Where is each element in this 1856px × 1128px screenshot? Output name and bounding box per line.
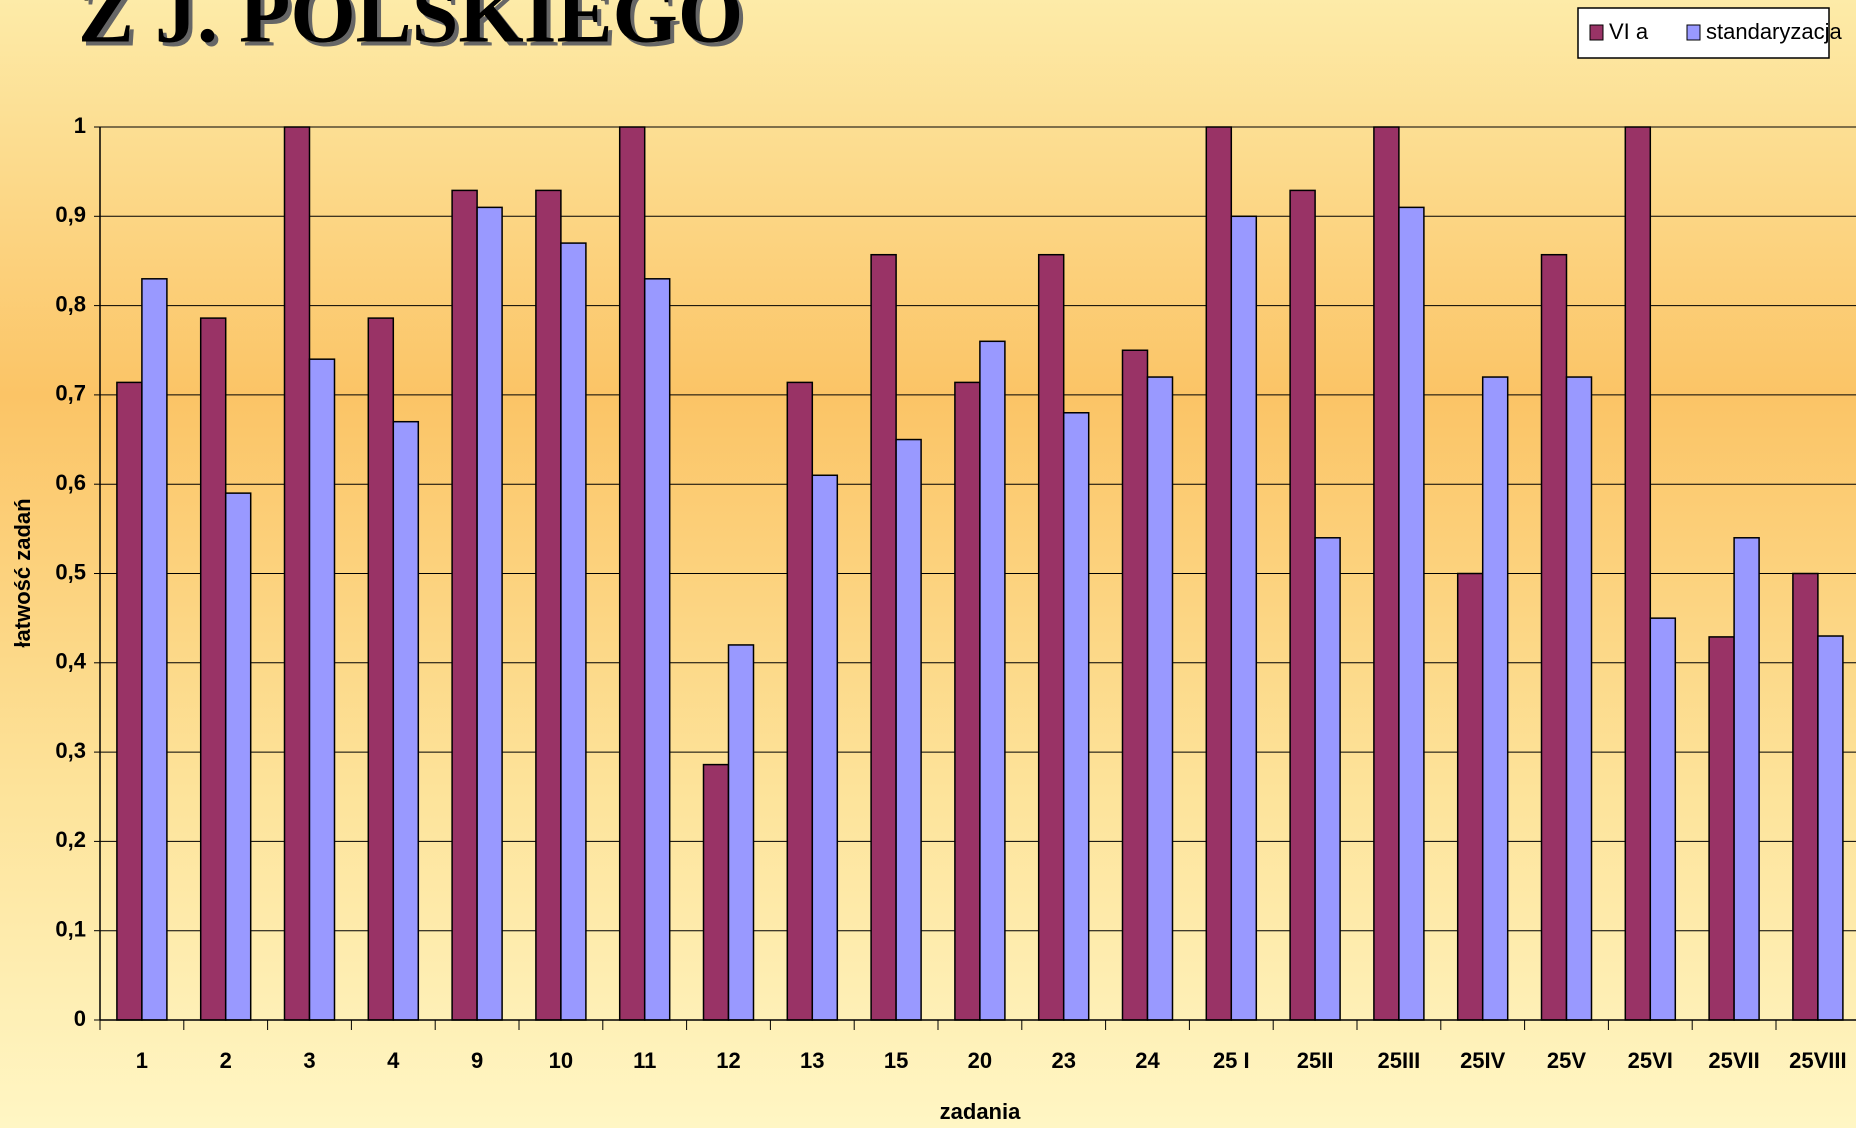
- x-tick-label: 25II: [1297, 1048, 1334, 1073]
- x-tick-label: 12: [716, 1048, 740, 1073]
- x-tick-label: 23: [1051, 1048, 1075, 1073]
- legend: VI a standaryzacja: [1577, 7, 1843, 59]
- x-tick-label: 10: [549, 1048, 573, 1073]
- x-tick-label: 25VI: [1628, 1048, 1673, 1073]
- bar: [1624, 126, 1652, 1021]
- bar: [1792, 572, 1819, 1021]
- bar: [727, 644, 755, 1021]
- x-tick-label: 1: [136, 1048, 148, 1073]
- bar: [224, 492, 252, 1021]
- bar: [451, 189, 478, 1021]
- x-tick-label: 9: [471, 1048, 483, 1073]
- bar: [1708, 636, 1735, 1021]
- bar: [1314, 537, 1341, 1021]
- x-tick-label: 11: [633, 1048, 656, 1073]
- bar: [535, 189, 562, 1021]
- bar: [811, 474, 839, 1021]
- x-tick-label: 25 I: [1213, 1048, 1250, 1073]
- bar: [1481, 376, 1509, 1021]
- bar: [618, 126, 646, 1021]
- y-tick-label: 1: [74, 113, 86, 138]
- y-tick-label: 0,2: [55, 827, 86, 852]
- bar: [702, 763, 730, 1021]
- legend-label: VI a: [1609, 19, 1649, 44]
- bar: [1565, 376, 1593, 1021]
- x-axis-label: zadania: [940, 1099, 1021, 1124]
- bar: [141, 278, 168, 1021]
- y-tick-label: 0,6: [55, 470, 86, 495]
- bar: [1733, 537, 1760, 1021]
- x-tick-label: 3: [303, 1048, 315, 1073]
- bar: [1037, 253, 1065, 1021]
- bar: [1146, 376, 1174, 1021]
- title-shadow: Z J. POLSKIEGO: [82, 0, 747, 64]
- bar: [1205, 126, 1233, 1021]
- x-tick-label: 25VII: [1708, 1048, 1759, 1073]
- bar: [392, 420, 420, 1021]
- legend-box: [1577, 7, 1830, 59]
- bar: [1289, 189, 1316, 1021]
- bar: [870, 253, 897, 1021]
- bar: [1817, 635, 1844, 1021]
- bar: [283, 126, 311, 1021]
- bar: [367, 317, 395, 1021]
- y-tick-label: 0,9: [55, 202, 86, 227]
- legend-swatch: [1589, 24, 1604, 41]
- bar: [476, 206, 503, 1021]
- legend-swatch: [1686, 24, 1701, 41]
- bar: [1398, 206, 1425, 1021]
- bar: [116, 381, 143, 1021]
- y-tick-label: 0,5: [55, 559, 86, 584]
- bar: [1062, 412, 1090, 1021]
- bar: [560, 242, 587, 1021]
- bar: [954, 381, 981, 1021]
- y-tick-label: 0,4: [55, 649, 86, 674]
- bar: [1456, 572, 1484, 1021]
- x-tick-label: 20: [968, 1048, 992, 1073]
- bar: [895, 438, 922, 1021]
- x-tick-label: 25V: [1547, 1048, 1586, 1073]
- bar: [786, 381, 814, 1021]
- x-tick-label: 25VIII: [1789, 1048, 1846, 1073]
- x-tick-label: 25III: [1377, 1048, 1420, 1073]
- bar: [1121, 349, 1149, 1021]
- bar: [643, 278, 671, 1021]
- x-tick-label: 2: [220, 1048, 232, 1073]
- bar: [1540, 253, 1568, 1021]
- y-tick-label: 0,3: [55, 738, 86, 763]
- x-tick-label: 15: [884, 1048, 908, 1073]
- bar: [199, 317, 227, 1021]
- bar: [1373, 126, 1400, 1021]
- x-tick-label: 4: [387, 1048, 400, 1073]
- x-tick-label: 24: [1135, 1048, 1160, 1073]
- bar: [1230, 215, 1258, 1021]
- bar: [979, 340, 1006, 1021]
- x-tick-label: 25IV: [1460, 1048, 1506, 1073]
- y-tick-label: 0,1: [55, 917, 86, 942]
- x-tick-label: 13: [800, 1048, 824, 1073]
- y-tick-label: 0,7: [55, 381, 86, 406]
- y-axis-label: łatwość zadań: [10, 498, 35, 647]
- y-tick-label: 0: [74, 1006, 86, 1031]
- bar: [308, 358, 336, 1021]
- y-tick-label: 0,8: [55, 291, 86, 316]
- chart-title: Z J. POLSKIEGO: [78, 0, 743, 60]
- bar: [1649, 617, 1677, 1021]
- legend-label: standaryzacja: [1706, 19, 1843, 44]
